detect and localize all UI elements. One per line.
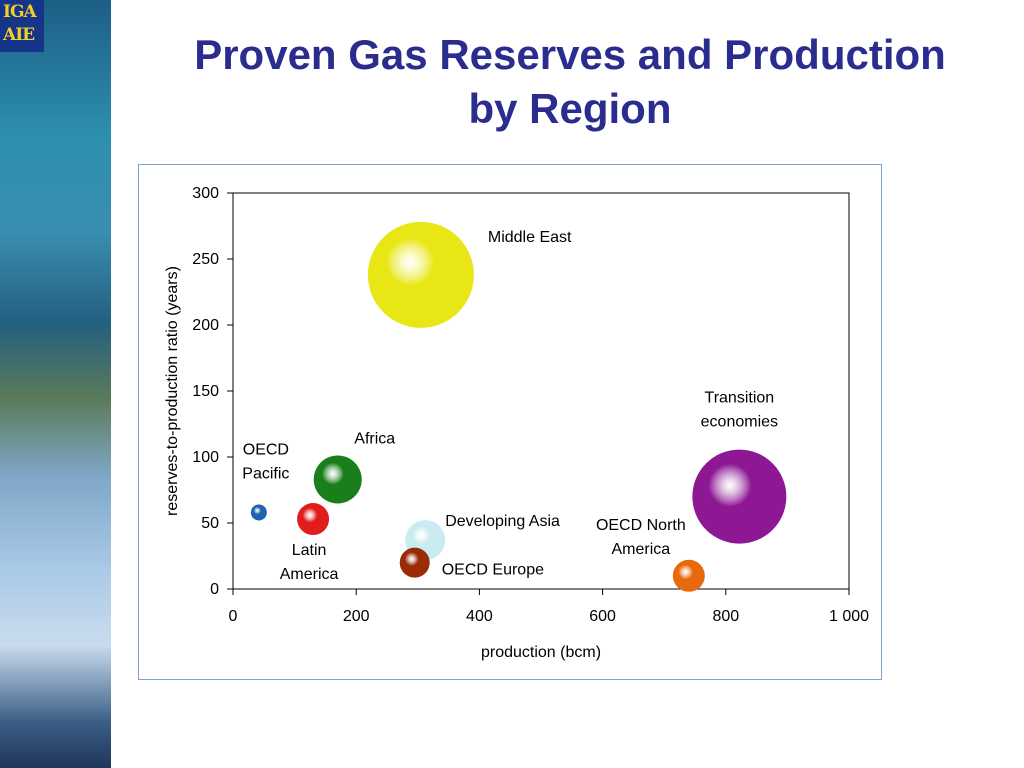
x-tick-label: 1 000 [829, 608, 869, 625]
bubble-oecd-europe [399, 547, 430, 578]
y-axis-title: reserves-to-production ratio (years) [164, 266, 181, 516]
bubble-label: OECD Europe [442, 562, 544, 579]
bubble-label: OECD [243, 441, 289, 458]
y-tick-label: 300 [192, 185, 219, 202]
slide-title: Proven Gas Reserves and Production by Re… [130, 28, 1010, 136]
bubble-label: OECD North [596, 517, 686, 534]
bubble-label: Africa [354, 430, 395, 447]
bubble-label: Developing Asia [445, 513, 560, 530]
bubble-chart: 0 50 100 150 200 250 300 0 200 400 600 800 1 000 prod… [164, 185, 869, 661]
y-tick-label: 100 [192, 449, 219, 466]
x-tick-label: 600 [589, 608, 616, 625]
bubble-middle-east [367, 221, 474, 328]
y-tick-label: 150 [192, 383, 219, 400]
y-tick-label: 0 [210, 581, 219, 598]
iea-logo: IGA AIE [0, 0, 44, 52]
chart-frame: 0 50 100 150 200 250 300 0 200 400 600 800 1 000 prod… [138, 164, 882, 680]
slide-title-line-2: by Region [468, 85, 672, 132]
bubble-label: Pacific [242, 465, 289, 482]
x-tick-label: 400 [466, 608, 493, 625]
logo-text-bottom: AIE [3, 25, 35, 45]
bubble-latin-america [297, 503, 330, 536]
x-tick-label: 0 [229, 608, 238, 625]
bubble-oecd-north-america [672, 559, 705, 592]
bubble-oecd-pacific [250, 504, 267, 521]
y-tick-label: 200 [192, 317, 219, 334]
bubble-label: Latin [292, 542, 327, 559]
bubble-africa [313, 455, 362, 504]
x-tick-label: 200 [343, 608, 370, 625]
bubble-label: Middle East [488, 229, 572, 246]
y-tick-label: 250 [192, 251, 219, 268]
x-axis-title: production (bcm) [481, 644, 601, 661]
slide-title-line-1: Proven Gas Reserves and Production [194, 31, 946, 78]
bubble-transition-economies [692, 449, 787, 544]
decorative-sidebar-image: IGA AIE [0, 0, 111, 768]
bubble-label: America [280, 566, 339, 583]
x-tick-label: 800 [712, 608, 739, 625]
bubble-label: economies [701, 414, 778, 431]
y-tick-label: 50 [201, 515, 219, 532]
logo-text-top: IGA [3, 2, 37, 22]
bubble-label: America [611, 541, 670, 558]
bubble-label: Transition [705, 390, 775, 407]
